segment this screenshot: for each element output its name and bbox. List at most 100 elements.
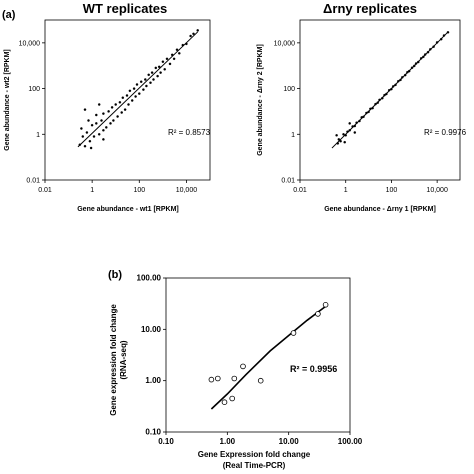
- wt-fit-line: [77, 31, 199, 148]
- validation-data-point: [257, 377, 264, 384]
- wt-plot-frame: [44, 19, 211, 181]
- wt-data-point: [109, 122, 112, 125]
- x-tick-label: 10.00: [279, 437, 300, 446]
- wt-data-point: [83, 144, 87, 148]
- panel-label-a: (a): [2, 9, 16, 21]
- wt-data-point: [149, 81, 152, 84]
- y-tick-label: 1: [36, 132, 40, 139]
- wt-data-point: [88, 139, 92, 143]
- wt-data-point: [157, 65, 161, 69]
- wt-data-point: [172, 57, 176, 61]
- wt-data-point: [159, 71, 162, 74]
- panel-label-b: (b): [108, 269, 122, 281]
- wt-data-point: [105, 126, 108, 129]
- wt-data-point: [121, 96, 125, 99]
- drny-y-axis-label: Gene abundance - Δrny 2 [RPKM]: [257, 44, 264, 156]
- wt-data-point: [95, 113, 98, 117]
- wt-data-point: [81, 135, 85, 138]
- drny-data-point: [348, 122, 351, 125]
- drny-data-point: [335, 134, 338, 137]
- wt-data-point: [116, 115, 119, 118]
- wt-data-point: [152, 78, 155, 81]
- validation-data-point: [290, 330, 297, 336]
- x-tick-label: 0.01: [38, 187, 52, 194]
- y-tick-label: 10,000: [19, 40, 41, 47]
- validation-r-squared: R² = 0.9956: [290, 364, 337, 374]
- wt-data-point: [102, 112, 105, 115]
- wt-data-point: [102, 138, 105, 141]
- y-tick-label: 1: [291, 132, 295, 139]
- wt-data-point: [95, 122, 98, 125]
- validation-y-axis-label-line1: Gene expression fold change: [109, 304, 118, 416]
- wt-data-point: [112, 119, 115, 122]
- wt-data-point: [110, 106, 114, 109]
- wt-data-point: [92, 135, 96, 138]
- x-tick-label: 1: [90, 187, 94, 194]
- x-tick-label: 100: [133, 187, 145, 194]
- wt-data-point: [87, 119, 90, 122]
- wt-data-point: [125, 94, 129, 97]
- x-tick-label: 1.00: [220, 437, 236, 446]
- validation-data-point: [231, 375, 238, 382]
- wt-data-point: [178, 52, 181, 55]
- wt-data-point: [168, 62, 172, 66]
- y-tick-label: 100.00: [137, 274, 162, 283]
- wt-data-point: [192, 32, 195, 36]
- validation-x-axis-label-line2: (Real Time-PCR): [223, 461, 286, 470]
- validation-x-axis-label-line1: Gene Expression fold change: [198, 450, 311, 459]
- wt-data-point: [134, 95, 137, 98]
- validation-data-point: [322, 301, 329, 308]
- y-tick-label: 100: [283, 86, 295, 93]
- wt-data-point: [154, 66, 158, 70]
- wt-data-point: [127, 103, 130, 106]
- wt-data-point: [90, 123, 94, 127]
- wt-data-point: [165, 57, 169, 61]
- wt-data-point: [114, 103, 117, 106]
- wt-data-point: [139, 80, 143, 83]
- validation-plot-frame: [165, 277, 351, 433]
- wt-data-point: [85, 131, 89, 134]
- wt-data-point: [161, 60, 165, 63]
- x-tick-label: 100: [386, 187, 398, 194]
- wt-data-point: [163, 68, 166, 71]
- wt-x-axis-label: Gene abundance - wt1 [RPKM]: [77, 206, 179, 213]
- y-tick-label: 0.01: [281, 178, 295, 185]
- drny-x-axis-label: Gene abundance - Δrny 1 [RPKM]: [324, 206, 436, 213]
- validation-data-point: [229, 395, 236, 402]
- validation-data-point: [215, 375, 221, 382]
- wt-data-point: [130, 99, 134, 102]
- wt-data-point: [135, 83, 139, 86]
- wt-data-point: [189, 34, 192, 38]
- wt-data-point: [118, 101, 122, 104]
- validation-data-point: [208, 376, 215, 383]
- drny-data-point: [342, 133, 345, 136]
- wt-data-point: [142, 88, 145, 91]
- drny-replicates-chart: Δrny replicates 0.01 1 100 10,000 0.01 1 100 1…: [257, 1, 467, 213]
- wt-data-point: [107, 110, 110, 113]
- wt-data-point: [102, 129, 105, 132]
- wt-data-point: [80, 127, 83, 130]
- wt-data-point: [123, 108, 127, 111]
- wt-data-point: [175, 48, 179, 51]
- y-tick-label: 1.00: [145, 376, 161, 385]
- wt-replicates-chart: WT replicates 0.01 1 100 10,000 0.01 1 100 10,…: [4, 1, 211, 213]
- x-tick-label: 10,000: [176, 187, 198, 194]
- wt-r-squared: R² = 0.8573: [168, 128, 211, 137]
- wt-data-point: [138, 92, 141, 95]
- wt-data-point: [100, 119, 103, 122]
- y-tick-label: 10.00: [141, 325, 162, 334]
- wt-chart-title: WT replicates: [83, 1, 168, 16]
- drny-data-point: [353, 131, 357, 134]
- y-tick-label: 10,000: [274, 40, 296, 47]
- validation-data-point: [240, 363, 246, 370]
- wt-data-point: [144, 78, 147, 81]
- wt-data-point: [83, 108, 87, 111]
- drny-r-squared: R² = 0.9976: [424, 128, 467, 137]
- drny-chart-title: Δrny replicates: [323, 1, 417, 16]
- wt-data-point: [145, 84, 148, 88]
- wt-data-point: [147, 73, 150, 77]
- wt-data-point: [89, 146, 93, 150]
- x-tick-label: 0.01: [293, 187, 307, 194]
